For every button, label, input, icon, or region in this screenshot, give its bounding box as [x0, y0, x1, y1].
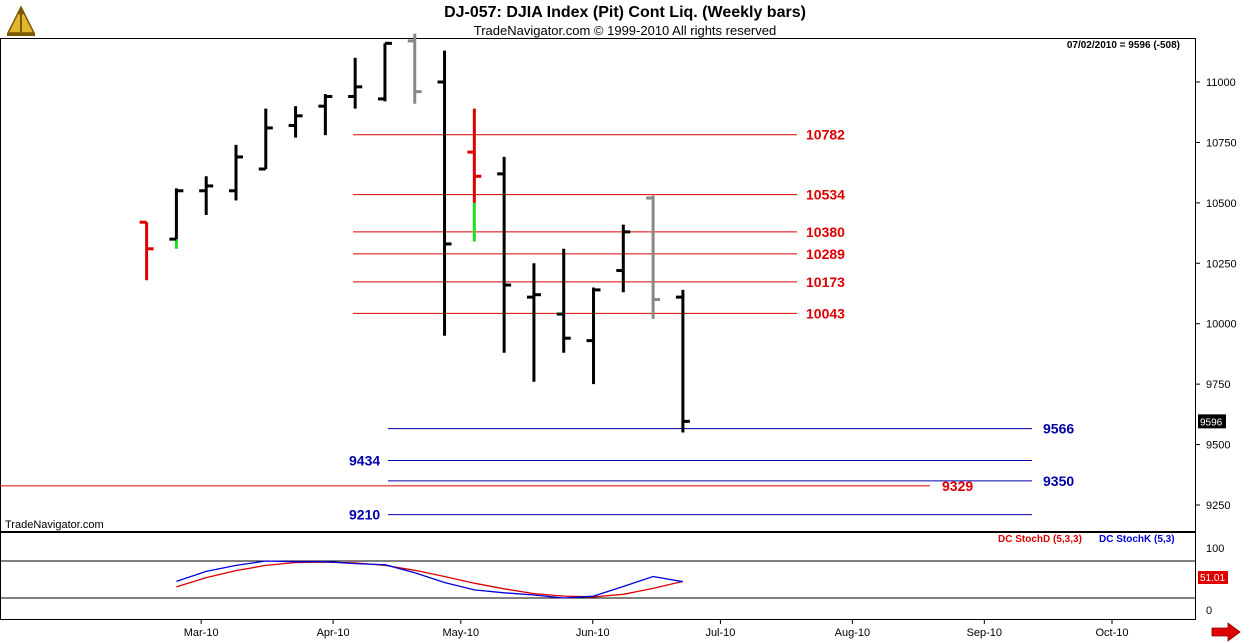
price-bar	[407, 33, 422, 104]
support-label: 9350	[1043, 473, 1074, 489]
price-bar	[199, 176, 214, 215]
price-bar	[169, 188, 184, 249]
last-price-box	[1198, 414, 1226, 429]
price-bar	[646, 195, 661, 319]
x-tick-label: Jul-10	[705, 627, 735, 639]
resistance-label: 10380	[806, 224, 845, 240]
x-tick-label: May-10	[442, 627, 479, 639]
y-tick-label: 11000	[1206, 77, 1236, 89]
x-tick-label: Aug-10	[835, 627, 870, 639]
last-price-label: 9596	[1200, 417, 1223, 428]
legend-stochk: DC StochK (5,3)	[1099, 534, 1175, 545]
x-tick-label: Apr-10	[317, 627, 350, 639]
x-tick-label: Mar-10	[184, 627, 219, 639]
y-tick-label: 9250	[1206, 500, 1230, 512]
y-tick-label: 10000	[1206, 319, 1237, 331]
support-label: 9434	[349, 453, 380, 469]
price-bar	[526, 263, 541, 382]
price-bar	[288, 106, 303, 138]
price-bar	[675, 289, 690, 433]
stoch-series-line	[176, 560, 684, 599]
price-bar	[467, 108, 482, 242]
stoch-tick-label: 0	[1206, 605, 1212, 617]
stoch-value-label: 51.01	[1200, 573, 1225, 584]
price-panel-frame	[0, 38, 1196, 532]
price-bar	[139, 220, 154, 281]
x-tick-label: Sep-10	[967, 627, 1002, 639]
resistance-label: 10782	[806, 127, 845, 143]
copyright-line: TradeNavigator.com © 1999-2010 All right…	[473, 23, 777, 38]
sextant-logo-icon	[6, 5, 36, 36]
price-bar	[586, 287, 601, 385]
y-tick-label: 9500	[1206, 440, 1230, 452]
price-bar	[616, 224, 631, 293]
price-bar	[377, 41, 392, 102]
stoch-panel-frame	[0, 532, 1196, 620]
price-bar	[318, 94, 333, 136]
price-bar	[437, 50, 452, 336]
price-bar	[497, 156, 512, 353]
support-label: 9210	[349, 507, 380, 523]
support-label: 9566	[1043, 421, 1074, 437]
resistance-label: 10534	[806, 187, 845, 203]
price-bar	[556, 248, 571, 353]
price-bar	[258, 108, 273, 171]
watermark-label: TradeNavigator.com	[5, 519, 104, 531]
y-tick-label: 9750	[1206, 379, 1230, 391]
resistance-label: 10043	[806, 305, 845, 321]
y-tick-label: 10250	[1206, 258, 1237, 270]
legend-stochd: DC StochD (5,3,3)	[998, 534, 1082, 545]
y-tick-label: 10500	[1206, 198, 1237, 210]
resistance-label: 10289	[806, 246, 845, 262]
chart-title: DJ-057: DJIA Index (Pit) Cont Liq. (Week…	[444, 4, 806, 21]
x-tick-label: Oct-10	[1095, 627, 1128, 639]
price-bar	[228, 144, 243, 201]
x-tick-label: Jun-10	[576, 627, 610, 639]
scroll-right-arrow-icon[interactable]	[1211, 622, 1241, 642]
stoch-value-box	[1198, 571, 1228, 584]
resistance-label: 10173	[806, 274, 845, 290]
y-tick-label: 10750	[1206, 137, 1237, 149]
stoch-tick-label: 100	[1206, 543, 1224, 555]
price-bar	[348, 57, 363, 109]
stoch-series-line	[176, 561, 684, 598]
quote-readout: 07/02/2010 = 9596 (-508)	[1067, 40, 1180, 51]
resistance-label: 9329	[942, 478, 973, 494]
